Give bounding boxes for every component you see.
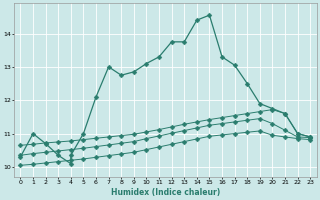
X-axis label: Humidex (Indice chaleur): Humidex (Indice chaleur) bbox=[111, 188, 220, 197]
